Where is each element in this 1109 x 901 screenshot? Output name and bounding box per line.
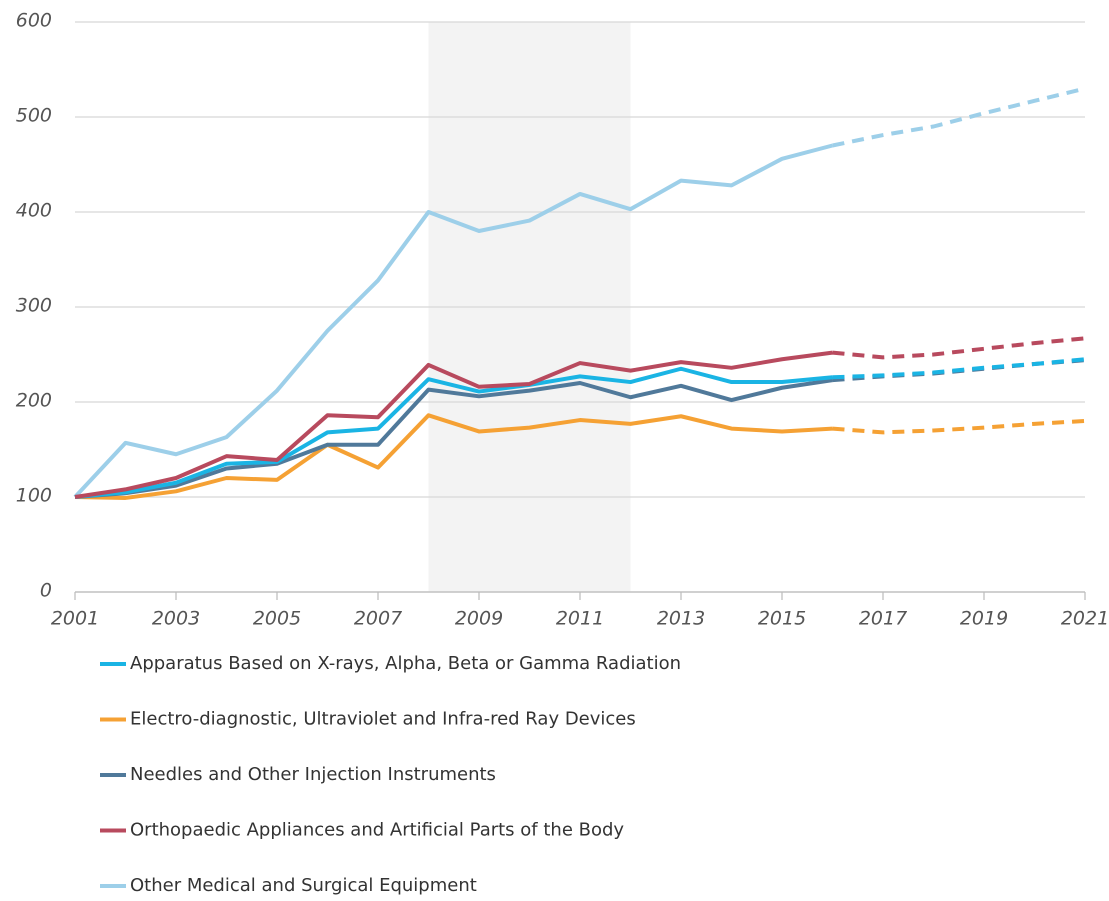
x-tick-label: 2001	[51, 608, 99, 630]
x-tick-label: 2003	[152, 608, 200, 630]
legend-label: Orthopaedic Appliances and Artificial Pa…	[130, 820, 624, 841]
y-tick-label: 500	[16, 105, 52, 127]
x-tick-label: 2011	[556, 608, 604, 630]
legend-label: Needles and Other Injection Instruments	[130, 764, 496, 785]
y-tick-label: 100	[16, 485, 52, 507]
forecast-line	[832, 419, 1086, 435]
series-line	[74, 350, 833, 499]
forecast-line	[832, 86, 1086, 148]
legend-label: Apparatus Based on X-rays, Alpha, Beta o…	[130, 653, 681, 674]
x-tick-label: 2021	[1061, 608, 1109, 630]
forecast-line	[832, 336, 1086, 360]
x-tick-label: 2009	[455, 608, 503, 630]
y-tick-label: 600	[16, 10, 52, 32]
series-line	[74, 378, 833, 499]
legend-label: Electro-diagnostic, Ultraviolet and Infr…	[130, 709, 636, 730]
x-tick-label: 2013	[657, 608, 705, 630]
x-tick-label: 2015	[758, 608, 806, 630]
x-tick-label: 2019	[960, 608, 1008, 630]
series-line	[74, 413, 833, 500]
forecast-line	[832, 357, 1086, 380]
x-tick-label: 2017	[859, 608, 907, 630]
series-line	[74, 366, 833, 499]
legend-label: Other Medical and Surgical Equipment	[130, 875, 477, 896]
y-tick-label: 300	[16, 295, 52, 317]
y-tick-label: 0	[40, 580, 52, 602]
y-tick-label: 400	[16, 200, 52, 222]
series-line	[73, 143, 834, 499]
y-tick-label: 200	[16, 390, 52, 412]
x-tick-label: 2007	[354, 608, 402, 630]
x-tick-label: 2005	[253, 608, 301, 630]
